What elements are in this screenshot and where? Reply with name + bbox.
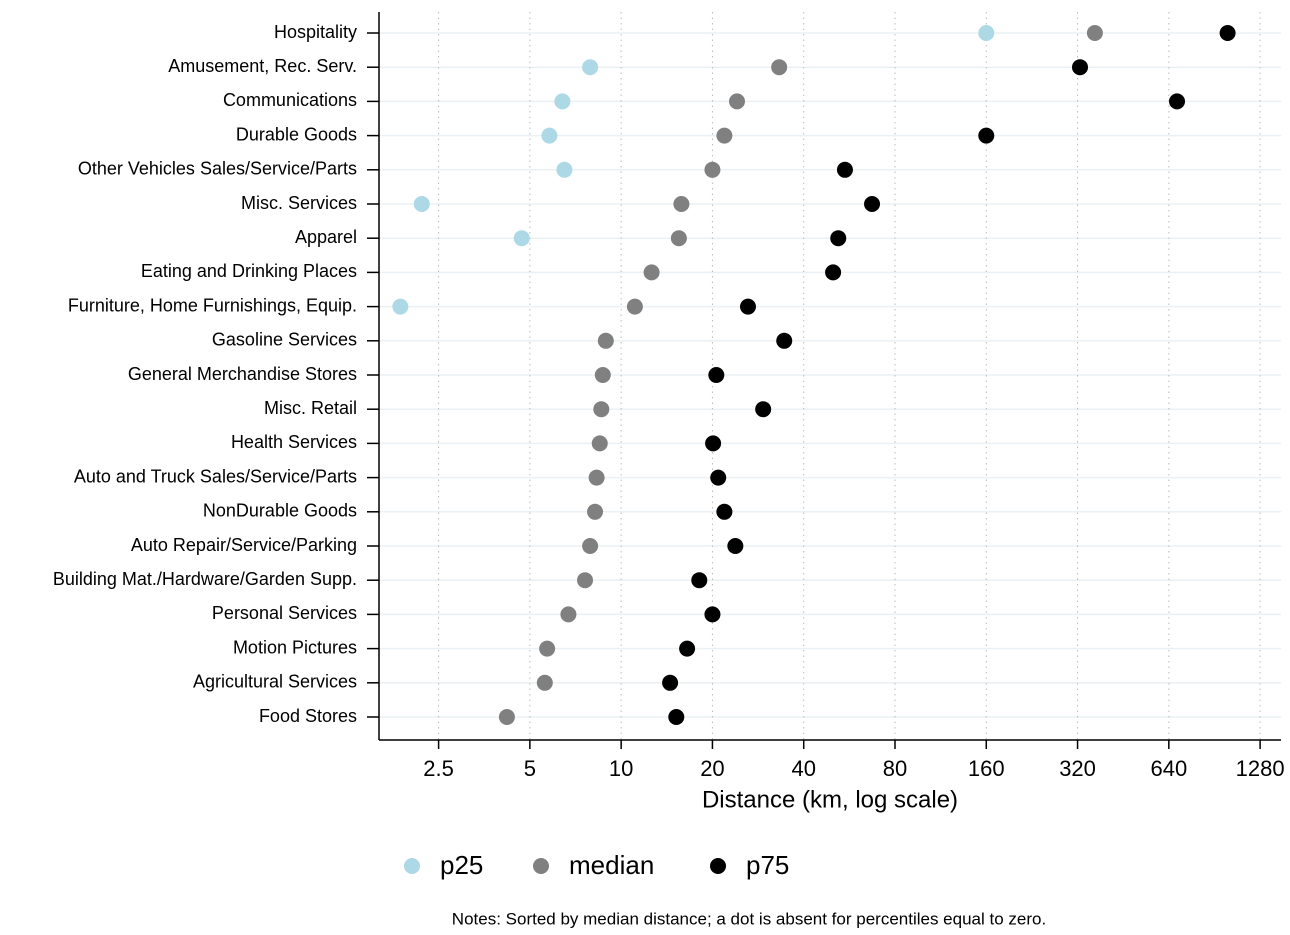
y-tick-label: Auto Repair/Service/Parking xyxy=(131,535,357,555)
x-tick-label: 2.5 xyxy=(423,756,454,781)
y-tick-label: Communications xyxy=(223,90,357,110)
x-tick-label: 5 xyxy=(524,756,536,781)
dot xyxy=(1169,93,1186,110)
y-tick-label: Personal Services xyxy=(212,603,357,623)
dot xyxy=(727,538,744,554)
dot xyxy=(825,264,842,281)
dot xyxy=(1072,59,1089,76)
x-tick-label: 320 xyxy=(1059,756,1096,781)
dot xyxy=(716,127,733,144)
dot xyxy=(679,640,696,657)
y-tick-label: Gasoline Services xyxy=(212,330,357,350)
dot xyxy=(541,127,558,144)
legend-label: p25 xyxy=(440,850,483,880)
dot xyxy=(539,640,556,657)
dot xyxy=(755,401,772,418)
x-tick-label: 10 xyxy=(609,756,633,781)
dot xyxy=(691,572,708,589)
dot xyxy=(591,435,608,452)
x-tick-label: 160 xyxy=(968,756,1005,781)
y-tick-label: Misc. Retail xyxy=(264,398,357,418)
dot xyxy=(498,709,515,725)
dot xyxy=(864,196,881,212)
dot xyxy=(836,161,853,178)
dot xyxy=(597,332,614,349)
dot xyxy=(668,709,685,725)
y-tick-label: Auto and Truck Sales/Service/Parts xyxy=(74,466,357,486)
dot xyxy=(587,503,604,520)
dot xyxy=(710,469,727,486)
y-tick-label: Motion Pictures xyxy=(233,637,357,657)
y-tick-label: Durable Goods xyxy=(236,124,357,144)
dot xyxy=(728,93,745,110)
dot xyxy=(673,196,690,212)
x-axis-title: Distance (km, log scale) xyxy=(702,786,958,813)
x-tick-label: 640 xyxy=(1150,756,1187,781)
dot xyxy=(513,230,530,247)
dot xyxy=(413,196,430,212)
dot xyxy=(643,264,660,281)
legend-label: p75 xyxy=(746,850,789,880)
dot xyxy=(776,332,793,349)
dot xyxy=(708,367,725,383)
y-tick-label: Furniture, Home Furnishings, Equip. xyxy=(68,295,357,315)
dot xyxy=(582,538,599,554)
dot xyxy=(704,606,721,623)
dot xyxy=(670,230,687,247)
dot xyxy=(554,93,571,110)
y-tick-label: Agricultural Services xyxy=(193,672,357,692)
y-tick-label: Other Vehicles Sales/Service/Parts xyxy=(78,159,357,179)
dot xyxy=(577,572,594,589)
dot xyxy=(739,298,756,315)
y-tick-label: Eating and Drinking Places xyxy=(141,261,357,281)
dot xyxy=(1086,25,1103,41)
x-tick-label: 20 xyxy=(700,756,724,781)
dot xyxy=(716,503,733,520)
dot xyxy=(536,674,553,691)
legend-label: median xyxy=(569,850,654,880)
dot xyxy=(593,401,610,418)
dot xyxy=(771,59,788,76)
dot xyxy=(588,469,605,486)
x-tick-label: 40 xyxy=(791,756,815,781)
dot xyxy=(560,606,577,623)
dot xyxy=(705,435,722,452)
legend-marker xyxy=(533,858,549,874)
legend-marker xyxy=(404,858,420,874)
y-tick-label: Building Mat./Hardware/Garden Supp. xyxy=(53,569,357,589)
y-tick-label: Misc. Services xyxy=(241,193,357,213)
dot xyxy=(978,25,995,41)
dot xyxy=(704,161,721,178)
legend-marker xyxy=(710,858,726,874)
note: Notes: Sorted by median distance; a dot … xyxy=(452,909,1046,928)
y-tick-label: Hospitality xyxy=(274,22,357,42)
dot xyxy=(830,230,847,247)
dot xyxy=(1219,25,1236,41)
dot xyxy=(582,59,599,76)
dot xyxy=(626,298,643,315)
x-tick-label: 1280 xyxy=(1236,756,1285,781)
y-tick-label: NonDurable Goods xyxy=(203,501,357,521)
y-tick-label: General Merchandise Stores xyxy=(128,364,357,384)
dot xyxy=(392,298,409,315)
dot xyxy=(556,161,573,178)
y-tick-label: Amusement, Rec. Serv. xyxy=(168,56,357,76)
y-tick-label: Apparel xyxy=(295,227,357,247)
dot xyxy=(662,674,679,691)
dot xyxy=(978,127,995,144)
dot xyxy=(594,367,611,383)
x-tick-label: 80 xyxy=(883,756,907,781)
y-tick-label: Food Stores xyxy=(259,706,357,726)
y-tick-label: Health Services xyxy=(231,432,357,452)
